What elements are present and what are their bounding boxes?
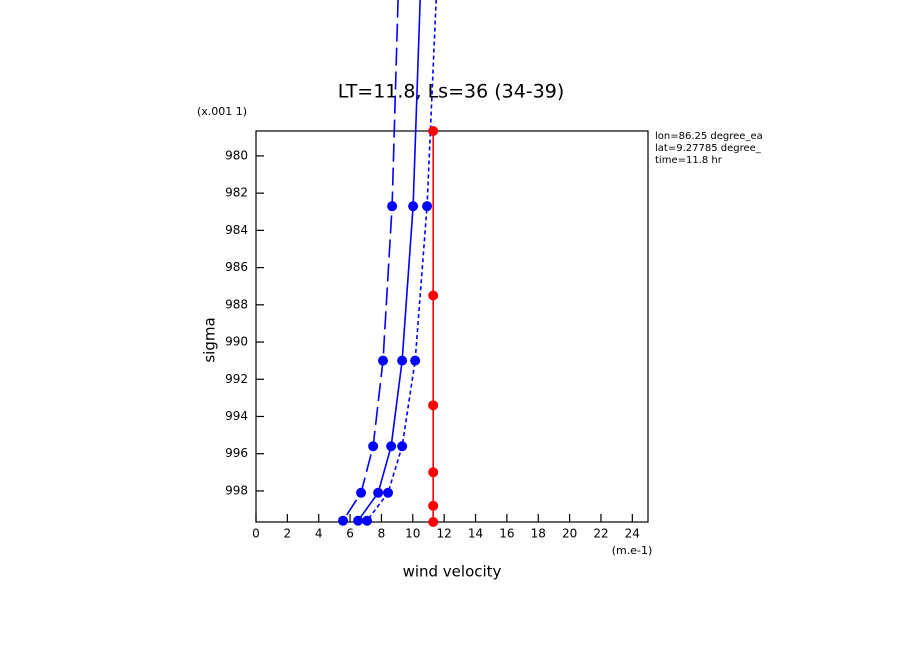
y-tick-label: 984 [225, 223, 248, 237]
x-tick-label: 0 [252, 527, 260, 541]
data-point [386, 441, 397, 452]
chart-title: LT=11.8, Ls=36 (34-39) [338, 81, 565, 103]
data-point [408, 201, 419, 212]
data-point [410, 355, 421, 366]
x-tick-label: 12 [437, 527, 452, 541]
data-point [428, 290, 439, 301]
x-axis-label: wind velocity [403, 563, 502, 581]
y-tick-label: 998 [225, 483, 248, 497]
y-tick-label: 996 [225, 446, 248, 460]
x-tick-label: 10 [405, 527, 420, 541]
y-tick-label: 990 [225, 335, 248, 349]
annotation: time=11.8 hr [655, 155, 723, 166]
x-units: (m.e-1) [612, 544, 653, 557]
x-tick-label: 4 [315, 527, 323, 541]
data-point [397, 441, 408, 452]
x-tick-label: 24 [625, 527, 640, 541]
series-line [357, 0, 421, 522]
x-tick-label: 6 [346, 527, 354, 541]
y-tick-label: 982 [225, 186, 248, 200]
y-axis-label: sigma [201, 317, 219, 362]
data-point [362, 515, 373, 526]
data-point [387, 201, 398, 212]
x-tick-label: 20 [562, 527, 577, 541]
series-line [342, 0, 399, 522]
data-point [428, 500, 439, 511]
y-tick-label: 994 [225, 409, 248, 423]
data-point [422, 201, 433, 212]
x-tick-label: 14 [468, 527, 483, 541]
data-point [356, 487, 367, 498]
data-point [373, 487, 384, 498]
data-point [428, 517, 439, 527]
x-tick-label: 8 [378, 527, 386, 541]
y-multiplier: (x.001 1) [197, 105, 247, 118]
data-point [383, 487, 394, 498]
annotation: lon=86.25 degree_ea [655, 131, 763, 142]
data-point [428, 467, 439, 478]
data-point [397, 355, 408, 366]
data-point [428, 126, 439, 136]
x-tick-label: 18 [531, 527, 546, 541]
y-tick-label: 992 [225, 372, 248, 386]
data-point [428, 400, 439, 411]
x-tick-label: 16 [499, 527, 514, 541]
y-tick-label: 980 [225, 148, 248, 162]
y-tick-label: 986 [225, 260, 248, 274]
plot-frame [255, 130, 649, 523]
x-tick-label: 2 [284, 527, 292, 541]
x-tick-label: 22 [593, 527, 608, 541]
annotation: lat=9.27785 degree_ [655, 143, 762, 154]
data-point [338, 515, 349, 526]
data-point [378, 355, 389, 366]
data-point [353, 515, 364, 526]
y-tick-label: 988 [225, 297, 248, 311]
data-point [368, 441, 379, 452]
